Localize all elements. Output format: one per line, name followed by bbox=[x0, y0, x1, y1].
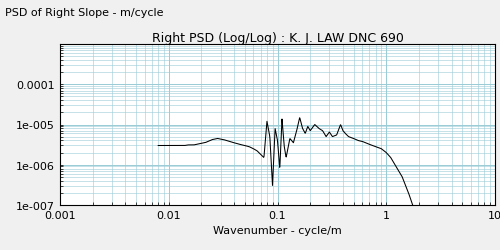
Title: Right PSD (Log/Log) : K. J. LAW DNC 690: Right PSD (Log/Log) : K. J. LAW DNC 690 bbox=[152, 32, 404, 45]
X-axis label: Wavenumber - cycle/m: Wavenumber - cycle/m bbox=[213, 225, 342, 235]
Text: PSD of Right Slope - m/cycle: PSD of Right Slope - m/cycle bbox=[5, 8, 164, 18]
